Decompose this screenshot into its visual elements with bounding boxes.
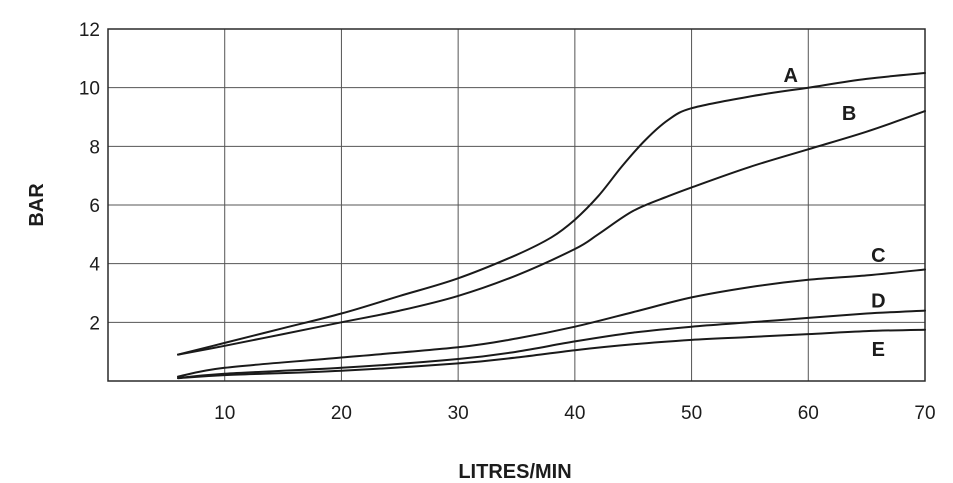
series-label-b: B [842, 103, 856, 125]
series-line-c [177, 268, 926, 378]
y-tick-labels: 2 4 6 8 10 12 [79, 20, 101, 334]
grid [108, 28, 926, 381]
y-tick-label: 12 [79, 20, 100, 41]
y-axis-title: BAR [26, 183, 48, 227]
x-tick-label: 50 [681, 403, 702, 424]
x-tick-labels: 10 20 30 40 50 60 70 [214, 403, 935, 424]
series-label-d: D [871, 291, 885, 313]
series-label-e: E [872, 339, 885, 361]
y-tick-label: 2 [89, 313, 100, 334]
series-label-c: C [871, 245, 885, 267]
x-tick-label: 70 [914, 403, 935, 424]
series-line-e [177, 328, 926, 380]
y-tick-label: 4 [89, 255, 100, 276]
y-tick-label: 6 [89, 196, 100, 217]
x-tick-label: 30 [448, 403, 469, 424]
series-line-a [177, 72, 926, 356]
series-labels: A B C D E [784, 65, 886, 361]
series-line-b [177, 110, 926, 356]
y-tick-label: 8 [89, 137, 100, 158]
series-line-d [177, 309, 926, 380]
x-tick-label: 10 [214, 403, 235, 424]
x-tick-label: 20 [331, 403, 352, 424]
y-tick-label: 10 [79, 79, 100, 100]
x-axis-title: LITRES/MIN [458, 461, 571, 483]
series-curves [177, 72, 926, 380]
x-tick-label: 40 [564, 403, 585, 424]
plot-frame [107, 28, 926, 382]
x-tick-label: 60 [798, 403, 819, 424]
series-label-a: A [784, 65, 798, 87]
